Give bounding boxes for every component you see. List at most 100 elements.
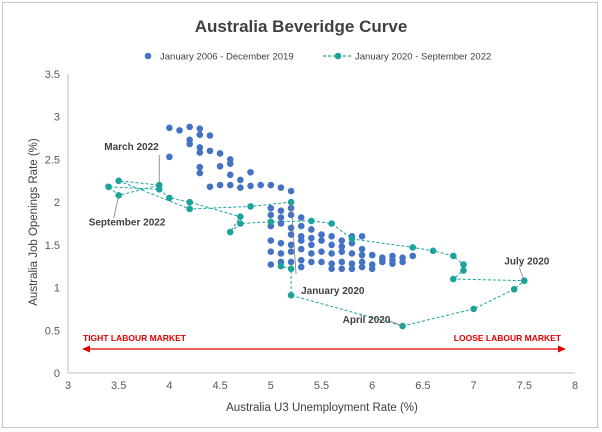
historical-point <box>247 168 254 176</box>
historical-point <box>358 258 366 266</box>
historical-point <box>267 248 275 255</box>
historical-point <box>328 241 335 249</box>
historical-point <box>287 211 295 219</box>
historical-point <box>287 258 295 266</box>
historical-point <box>409 252 417 260</box>
recent-point <box>460 267 467 274</box>
historical-point <box>297 237 305 244</box>
recent-series-line <box>107 180 526 327</box>
recent-point <box>287 291 295 299</box>
recent-point <box>247 203 254 210</box>
historical-point <box>206 132 214 139</box>
recent-point <box>267 218 275 226</box>
historical-point <box>308 241 315 249</box>
annotation-leader <box>113 195 120 219</box>
recent-point <box>237 213 244 220</box>
loose-labour-market-label: LOOSE LABOUR MARKET <box>454 333 562 343</box>
recent-point <box>186 205 193 213</box>
historical-point <box>358 245 366 253</box>
historical-point <box>186 123 193 131</box>
y-tick-label: 3 <box>54 112 60 124</box>
historical-point <box>368 251 376 259</box>
x-axis-title: Australia U3 Unemployment Rate (%) <box>226 402 418 414</box>
historical-point <box>328 233 335 240</box>
historical-point <box>399 258 406 266</box>
recent-point <box>429 247 437 255</box>
historical-point <box>338 243 346 250</box>
x-tick-label: 6.5 <box>415 380 430 392</box>
historical-point <box>297 245 305 253</box>
annotation-label: April 2020 <box>343 315 391 326</box>
arrow-head-left <box>82 345 90 353</box>
historical-point <box>287 241 295 249</box>
recent-point <box>460 261 467 268</box>
labour-market-arrow: TIGHT LABOUR MARKET LOOSE LABOUR MARKET <box>82 333 566 353</box>
historical-point <box>226 160 234 167</box>
historical-point <box>166 153 173 161</box>
series-recent <box>105 177 528 330</box>
historical-point <box>389 256 396 264</box>
historical-point <box>328 265 335 273</box>
historical-point <box>328 250 335 257</box>
annotation-leader <box>387 319 403 327</box>
recent-point <box>510 285 518 293</box>
historical-point <box>196 149 204 156</box>
y-tick-label: 2.5 <box>45 154 60 166</box>
historical-point <box>206 183 214 191</box>
historical-point <box>196 163 204 171</box>
historical-point <box>368 265 376 273</box>
x-tick-labels: 3 3.5 4 4.5 5 5.5 6 6.5 7 7.5 8 <box>65 380 578 392</box>
y-tick-label: 1.5 <box>45 240 60 252</box>
historical-point <box>328 260 335 267</box>
historical-point <box>297 263 305 271</box>
historical-point <box>216 150 224 157</box>
recent-point <box>277 262 285 270</box>
historical-point <box>338 237 346 244</box>
historical-point <box>267 181 275 189</box>
x-tick-label: 4.5 <box>212 380 227 392</box>
x-tick-label: 7 <box>471 380 477 392</box>
y-tick-labels: 0 0.5 1 1.5 2 2.5 3 3.5 <box>45 69 60 380</box>
legend-label-recent: January 2020 - September 2022 <box>355 52 491 63</box>
historical-point <box>338 248 346 255</box>
x-tick-label: 3 <box>65 380 71 392</box>
annotation-leader <box>290 202 297 275</box>
recent-point <box>237 220 244 227</box>
recent-point <box>166 194 173 202</box>
recent-point <box>155 186 163 193</box>
historical-point <box>196 169 204 177</box>
recent-point <box>105 183 112 191</box>
historical-point <box>358 233 366 240</box>
x-tick-label: 6 <box>369 380 375 392</box>
x-tick-label: 4 <box>166 380 172 392</box>
y-tick-label: 1 <box>54 283 60 295</box>
x-tick-label: 7.5 <box>517 380 532 392</box>
historical-point <box>358 251 366 259</box>
historical-point <box>308 250 315 257</box>
legend-marker-recent <box>334 52 342 60</box>
historical-point <box>277 184 285 191</box>
historical-point <box>348 260 356 267</box>
recent-point <box>470 305 477 313</box>
recent-point <box>450 275 457 283</box>
recent-point <box>450 252 457 260</box>
historical-point <box>277 250 285 257</box>
historical-point <box>318 258 325 266</box>
historical-point <box>287 231 295 238</box>
historical-point <box>226 181 234 189</box>
historical-point <box>287 187 295 195</box>
annotation-label: July 2020 <box>504 257 549 268</box>
historical-point <box>338 265 346 273</box>
annotation-label: March 2022 <box>104 142 159 153</box>
historical-point <box>237 176 244 184</box>
historical-point <box>247 182 254 190</box>
historical-point <box>308 258 315 266</box>
historical-point <box>166 124 173 132</box>
historical-point <box>308 226 315 233</box>
recent-point <box>348 235 356 243</box>
annotations: March 2022 September 2022 January 2020 Apri… <box>89 142 550 327</box>
historical-point <box>196 131 204 138</box>
historical-point <box>267 261 275 268</box>
historical-point <box>226 171 234 179</box>
historical-point <box>267 204 275 212</box>
